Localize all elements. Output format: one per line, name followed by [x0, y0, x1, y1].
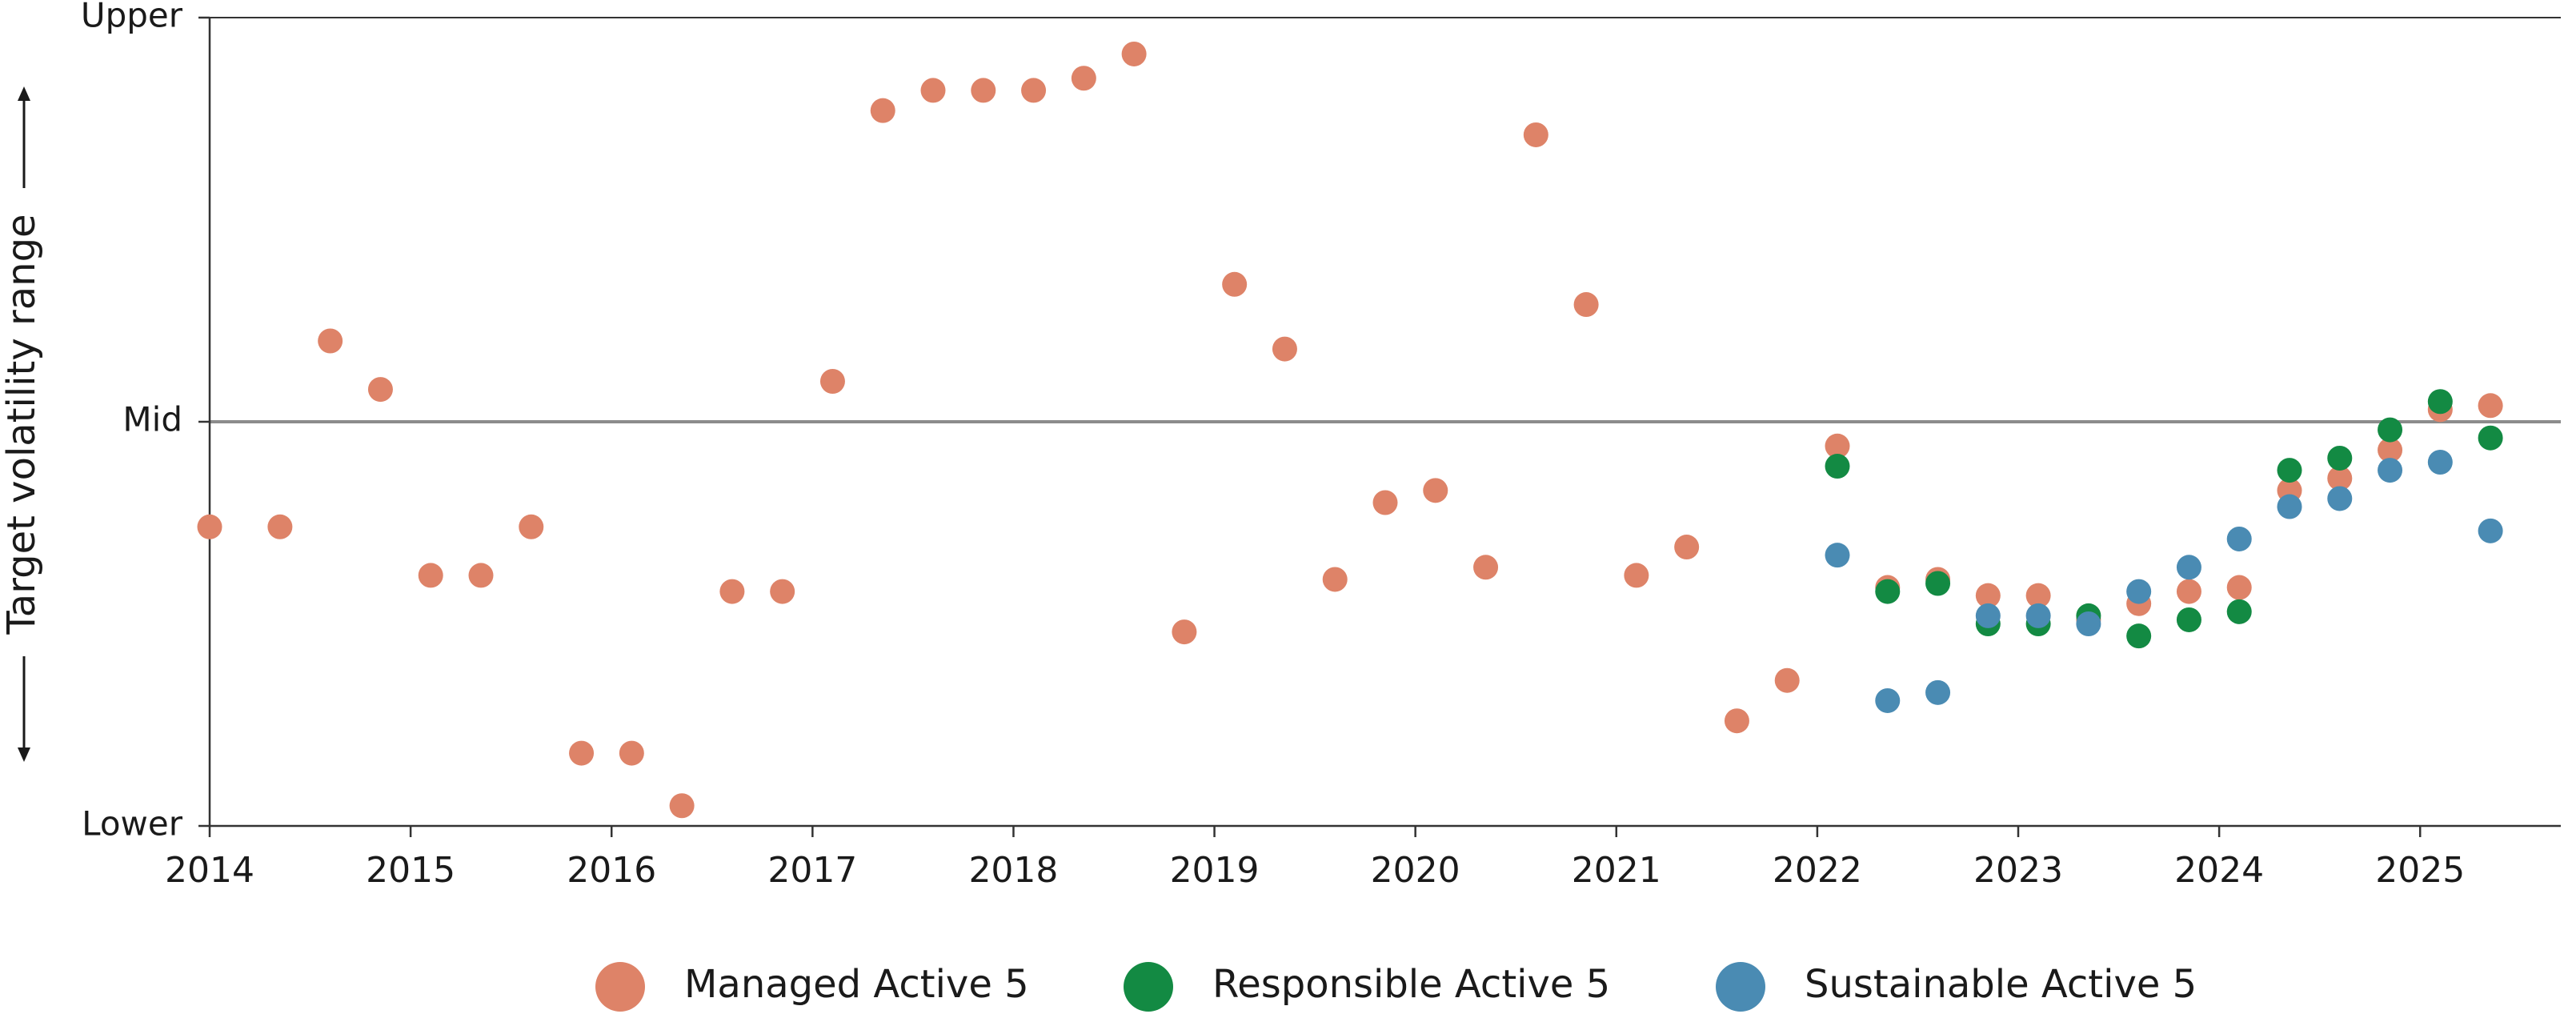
- x-ticks-layer: 2014 2015 2016 2017 2018 2019 2020 2021 2022 2023…: [165, 826, 2465, 891]
- sustainable-active-5-point: [2126, 579, 2152, 604]
- x-tick-label: 2023: [1973, 850, 2063, 891]
- managed-active-5-point: [619, 740, 644, 766]
- managed-active-5-point: [819, 369, 845, 394]
- y-tick-label: Upper: [81, 0, 183, 35]
- managed-active-5-point: [2378, 437, 2403, 463]
- x-tick-label: 2016: [567, 850, 656, 891]
- managed-active-5-point: [1021, 78, 1047, 103]
- managed-active-5-point: [2327, 466, 2353, 491]
- managed-active-5-point: [367, 377, 393, 403]
- responsible-active-5-point: [2327, 445, 2353, 471]
- managed-active-5-point: [2025, 583, 2051, 608]
- responsible-active-5-point: [2277, 458, 2302, 483]
- sustainable-active-5-point: [2478, 518, 2503, 543]
- sustainable-active-5-point: [1825, 543, 1850, 568]
- managed-active-5-point: [1573, 292, 1599, 318]
- sustainable-active-5-point: [1875, 687, 1901, 713]
- managed-active-5-point: [318, 328, 343, 354]
- sustainable-active-5-point: [2176, 555, 2201, 580]
- sustainable-active-5-point: [1975, 603, 2001, 628]
- x-tick-label: 2014: [165, 850, 254, 891]
- responsible-active-5-point: [2427, 389, 2453, 415]
- managed-active-5-point: [719, 579, 745, 604]
- x-tick-label: 2017: [767, 850, 857, 891]
- managed-active-5-point: [1825, 433, 1850, 459]
- responsible-active-5-point: [2126, 623, 2152, 649]
- x-tick-label: 2018: [968, 850, 1058, 891]
- managed-active-5-legend-marker: [595, 962, 645, 1012]
- managed-active-5-point: [569, 740, 595, 766]
- managed-active-5-point: [1423, 478, 1448, 503]
- responsible-active-5-point: [1875, 579, 1901, 604]
- sustainable-active-5-point: [1925, 679, 1951, 705]
- y-axis-up-arrow-icon: [18, 86, 30, 101]
- y-axis-title: Target volatility range: [0, 214, 44, 635]
- managed-active-5-point: [1523, 122, 1548, 147]
- managed-active-5-point: [1121, 41, 1147, 66]
- managed-active-5-point: [920, 78, 946, 103]
- managed-active-5-point: [1272, 336, 1297, 362]
- managed-active-5-point: [519, 514, 544, 539]
- x-tick-label: 2025: [2375, 850, 2465, 891]
- y-ticks-layer: Lower Mid Upper: [81, 0, 210, 844]
- managed-active-5-point: [669, 793, 695, 819]
- managed-active-5-point: [1624, 563, 1649, 588]
- managed-active-5-point: [1975, 583, 2001, 608]
- y-tick-label: Lower: [82, 804, 183, 844]
- x-tick-label: 2019: [1170, 850, 1260, 891]
- sustainable-active-5-point: [2226, 526, 2252, 551]
- managed-active-5-point: [2176, 579, 2201, 604]
- managed-active-5-point: [1473, 555, 1499, 580]
- managed-active-5-point: [1222, 271, 1248, 297]
- managed-active-5-point: [1724, 708, 1749, 734]
- responsible-active-5-point: [1925, 571, 1951, 596]
- managed-active-5-point: [2226, 575, 2252, 600]
- managed-active-5-point: [468, 563, 494, 588]
- responsible-active-5-legend-marker: [1124, 962, 1173, 1012]
- sustainable-active-5-point: [2327, 486, 2353, 511]
- managed-active-5-point: [418, 563, 443, 588]
- sustainable-active-5-point: [2277, 494, 2302, 519]
- x-tick-label: 2021: [1572, 850, 1661, 891]
- managed-active-5-point: [2478, 393, 2503, 419]
- managed-active-5-point: [1172, 619, 1197, 645]
- responsible-active-5-point: [2378, 417, 2403, 443]
- y-axis-title-layer: Target volatility range: [0, 86, 44, 762]
- managed-active-5-point: [870, 98, 895, 123]
- x-tick-label: 2020: [1371, 850, 1460, 891]
- managed-active-5-point: [1774, 667, 1800, 693]
- managed-active-5-point: [1071, 66, 1096, 91]
- managed-active-5-point: [1322, 567, 1348, 592]
- sustainable-active-5-point: [2025, 603, 2051, 628]
- legend: Managed Active 5 Responsible Active 5 Sust…: [595, 962, 2197, 1012]
- y-axis-down-arrow-icon: [18, 747, 30, 762]
- responsible-active-5-point: [2478, 425, 2503, 451]
- sustainable-active-5-point: [2378, 458, 2403, 483]
- sustainable-active-5-legend-marker: [1716, 962, 1765, 1012]
- responsible-active-5-point: [1825, 454, 1850, 479]
- sustainable-active-5-point: [2076, 611, 2101, 636]
- responsible-active-5-point: [2176, 607, 2201, 632]
- y-tick-label: Mid: [122, 400, 182, 439]
- x-tick-label: 2022: [1773, 850, 1862, 891]
- managed-active-5-point: [267, 514, 293, 539]
- data-points-layer: [197, 41, 2503, 819]
- x-tick-label: 2015: [366, 850, 455, 891]
- managed-active-5-legend-label: Managed Active 5: [684, 962, 1029, 1007]
- x-tick-label: 2024: [2174, 850, 2264, 891]
- sustainable-active-5-legend-label: Sustainable Active 5: [1805, 962, 2197, 1007]
- managed-active-5-point: [1674, 535, 1700, 560]
- managed-active-5-point: [770, 579, 795, 604]
- managed-active-5-point: [197, 514, 222, 539]
- responsible-active-5-legend-label: Responsible Active 5: [1212, 962, 1610, 1007]
- responsible-active-5-point: [2226, 599, 2252, 624]
- managed-active-5-point: [971, 78, 996, 103]
- managed-active-5-point: [1372, 490, 1398, 515]
- sustainable-active-5-point: [2427, 450, 2453, 475]
